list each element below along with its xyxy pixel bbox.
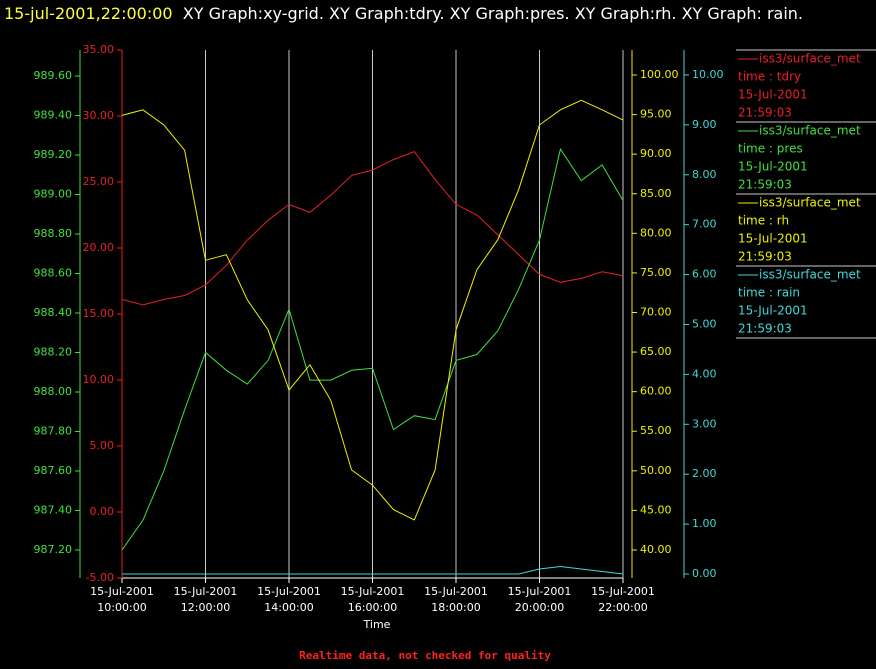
y-tick-label: 100.00 (640, 68, 679, 81)
y-tick-label: 989.40 (34, 109, 73, 122)
legend-date: 15-Jul-2001 (738, 232, 808, 246)
y-tick-label: 65.00 (640, 345, 672, 358)
legend-time: 21:59:03 (738, 322, 792, 336)
x-tick-label: 15-Jul-2001 16:00:00 (341, 585, 405, 614)
y-tick-label: 3.00 (692, 417, 717, 430)
y-tick-label: 15.00 (83, 307, 115, 320)
legend-time: 21:59:03 (738, 250, 792, 264)
y-tick-label: 989.60 (34, 69, 73, 82)
x-tick-label-line: 15-Jul-2001 (591, 585, 655, 598)
legend-name: iss3/surface_met (759, 268, 861, 282)
x-tick-label-line: 15-Jul-2001 (341, 585, 405, 598)
y-tick-label: 10.00 (83, 373, 115, 386)
y-tick-label: 4.00 (692, 367, 717, 380)
y-tick-label: 988.60 (34, 267, 73, 280)
legend-field: time : pres (738, 142, 803, 156)
x-tick-label-line: 15-Jul-2001 (424, 585, 488, 598)
y-tick-label: 75.00 (640, 266, 672, 279)
legend-name: iss3/surface_met (759, 124, 861, 138)
legend-date: 15-Jul-2001 (738, 160, 808, 174)
legend-field: time : rh (738, 214, 789, 228)
legend-name: iss3/surface_met (759, 196, 861, 210)
footer: Realtime data, not checked for quality (299, 649, 551, 662)
legend-field: time : rain (738, 286, 800, 300)
x-tick-label-line: 15-Jul-2001 (508, 585, 572, 598)
x-tick-label-line: 15-Jul-2001 (90, 585, 154, 598)
y-tick-label: 988.80 (34, 227, 73, 240)
y-tick-label: 20.00 (83, 241, 115, 254)
x-tick-label: 15-Jul-2001 12:00:00 (174, 585, 238, 614)
x-tick-label-line: 12:00:00 (181, 601, 230, 614)
x-axis-label: Time (363, 618, 391, 631)
series-line (121, 150, 624, 306)
x-tick-label-line: 15-Jul-2001 (257, 585, 321, 598)
y-tick-label: 988.40 (34, 306, 73, 319)
y-tick-label: 10.00 (692, 68, 724, 81)
legend-time: 21:59:03 (738, 106, 792, 120)
y-tick-label: 60.00 (640, 385, 672, 398)
y-tick-label: 989.00 (34, 188, 73, 201)
x-tick-label-line: 14:00:00 (264, 601, 313, 614)
x-tick-label-line: 15-Jul-2001 (174, 585, 238, 598)
y-tick-label: 2.00 (692, 467, 717, 480)
y-tick-label: 30.00 (83, 109, 115, 122)
y-tick-label: 55.00 (640, 424, 672, 437)
y-tick-label: 1.00 (692, 517, 717, 530)
y-tick-label: 0.00 (90, 505, 115, 518)
x-tick-label: 15-Jul-2001 20:00:00 (508, 585, 572, 614)
legend-date: 15-Jul-2001 (738, 304, 808, 318)
x-tick-label: 15-Jul-2001 10:00:00 (90, 585, 154, 614)
header: 15-jul-2001,22:00:00 XY Graph:xy-grid. X… (4, 2, 864, 26)
y-tick-label: 95.00 (640, 108, 672, 121)
graph-list: XY Graph:xy-grid. XY Graph:tdry. XY Grap… (182, 4, 804, 23)
x-tick-label: 15-Jul-2001 22:00:00 (591, 585, 655, 614)
x-tick-label-line: 16:00:00 (348, 601, 397, 614)
y-tick-label: 8.00 (692, 168, 717, 181)
x-tick-label-line: 22:00:00 (598, 601, 647, 614)
series-line (121, 147, 624, 551)
y-tick-label: 9.00 (692, 118, 717, 131)
y-tick-label: 40.00 (640, 543, 672, 556)
y-tick-label: 70.00 (640, 305, 672, 318)
y-tick-label: 35.00 (83, 43, 115, 56)
y-tick-label: 988.00 (34, 385, 73, 398)
y-tick-label: 5.00 (90, 439, 115, 452)
y-tick-label: 7.00 (692, 218, 717, 231)
legend-name: iss3/surface_met (759, 52, 861, 66)
x-tick-label-line: 20:00:00 (515, 601, 564, 614)
y-tick-label: 988.20 (34, 346, 73, 359)
y-tick-label: 987.20 (34, 543, 73, 556)
y-tick-label: 85.00 (640, 187, 672, 200)
y-tick-label: 6.00 (692, 268, 717, 281)
legend-field: time : tdry (738, 70, 801, 84)
y-tick-label: 987.80 (34, 424, 73, 437)
y-tick-label: -5.00 (86, 571, 114, 584)
y-tick-label: 45.00 (640, 503, 672, 516)
y-tick-label: 987.40 (34, 503, 73, 516)
timestamp: 15-jul-2001,22:00:00 (4, 4, 173, 23)
series-line (121, 99, 624, 521)
x-tick-label-line: 18:00:00 (431, 601, 480, 614)
x-tick-label: 15-Jul-2001 18:00:00 (424, 585, 488, 614)
y-tick-label: 0.00 (692, 567, 717, 580)
x-tick-label-line: 10:00:00 (97, 601, 146, 614)
y-tick-label: 5.00 (692, 317, 717, 330)
y-tick-label: 90.00 (640, 147, 672, 160)
y-tick-label: 80.00 (640, 226, 672, 239)
y-tick-label: 50.00 (640, 464, 672, 477)
y-tick-label: 987.60 (34, 464, 73, 477)
x-tick-label: 15-Jul-2001 14:00:00 (257, 585, 321, 614)
series-line (122, 565, 624, 575)
legend-time: 21:59:03 (738, 178, 792, 192)
y-tick-label: 25.00 (83, 175, 115, 188)
legend-date: 15-Jul-2001 (738, 88, 808, 102)
y-tick-label: 989.20 (34, 148, 73, 161)
